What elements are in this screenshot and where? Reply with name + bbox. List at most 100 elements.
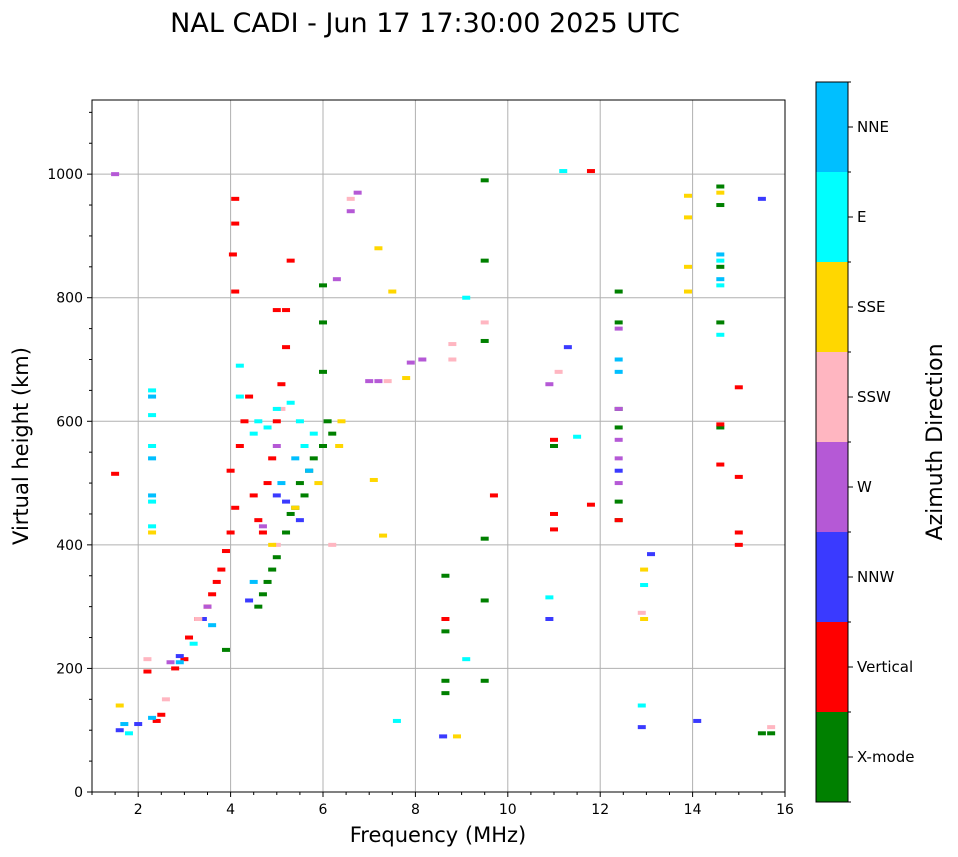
- data-point: [550, 437, 558, 442]
- data-point: [441, 617, 450, 621]
- data-point: [295, 419, 304, 424]
- data-point: [550, 511, 558, 516]
- data-point: [365, 379, 374, 384]
- y-tick-label: 0: [74, 785, 83, 801]
- data-point: [268, 542, 277, 547]
- data-point: [231, 221, 240, 226]
- data-point: [111, 172, 120, 177]
- data-point: [734, 530, 743, 535]
- data-point: [614, 326, 623, 331]
- data-point: [441, 629, 450, 634]
- data-point: [258, 524, 267, 529]
- data-point: [194, 617, 203, 621]
- data-point: [305, 468, 314, 473]
- data-point: [550, 527, 558, 532]
- data-point: [418, 357, 427, 362]
- data-point: [319, 283, 327, 288]
- y-tick-label: 800: [56, 291, 83, 307]
- data-point: [263, 425, 272, 430]
- data-point: [254, 419, 263, 424]
- data-point: [166, 660, 175, 665]
- data-point: [309, 456, 318, 461]
- data-point: [637, 703, 646, 708]
- data-point: [148, 530, 157, 535]
- data-point: [716, 320, 725, 325]
- data-point: [374, 379, 383, 384]
- colorbar-frame: [815, 81, 849, 803]
- data-point: [716, 277, 725, 282]
- data-point: [614, 357, 623, 362]
- data-point: [111, 471, 120, 476]
- data-point: [767, 731, 776, 736]
- data-point: [480, 598, 489, 603]
- data-point: [171, 666, 180, 671]
- data-point: [323, 419, 332, 424]
- data-point: [249, 431, 258, 436]
- data-point: [254, 518, 263, 523]
- data-point: [734, 385, 743, 390]
- data-point: [716, 258, 725, 263]
- data-point: [353, 190, 362, 195]
- data-point: [309, 431, 318, 436]
- x-tick-label: 10: [499, 802, 517, 818]
- data-point: [489, 493, 498, 498]
- data-point: [448, 342, 457, 347]
- data-point: [115, 703, 124, 708]
- data-point: [272, 542, 281, 547]
- data-point: [235, 363, 244, 368]
- data-point: [716, 264, 725, 269]
- colorbar-label: E: [857, 208, 866, 226]
- data-point: [258, 592, 267, 597]
- data-point: [272, 308, 281, 313]
- data-point: [295, 481, 304, 486]
- data-point: [614, 437, 623, 442]
- data-point: [614, 320, 623, 325]
- data-point: [462, 295, 471, 300]
- data-point: [767, 725, 776, 730]
- data-point: [545, 382, 554, 387]
- grid-lines: [92, 100, 785, 792]
- data-point: [337, 419, 346, 424]
- data-point: [286, 400, 295, 405]
- data-point: [379, 533, 388, 538]
- data-point: [573, 434, 582, 439]
- data-point: [286, 258, 295, 263]
- data-point: [272, 555, 281, 560]
- data-point: [441, 678, 450, 683]
- data-point: [757, 196, 766, 201]
- data-point: [208, 592, 217, 597]
- data-point: [614, 499, 623, 504]
- colorbar-label: W: [857, 478, 872, 496]
- data-point: [148, 524, 157, 529]
- data-point: [614, 481, 623, 486]
- data-point: [439, 734, 448, 739]
- data-point: [480, 338, 489, 343]
- data-point: [300, 444, 309, 448]
- azimuth-colorbar: X-mode Vertical NNW W SSW SSE E NNE: [815, 81, 914, 803]
- data-point: [263, 481, 272, 486]
- data-point: [369, 477, 378, 482]
- data-point: [683, 193, 692, 198]
- data-point: [452, 734, 461, 739]
- data-point: [683, 215, 692, 220]
- data-point: [221, 647, 230, 652]
- data-point: [263, 579, 272, 584]
- data-point: [614, 518, 623, 523]
- data-point: [198, 617, 207, 621]
- data-point: [175, 660, 184, 665]
- data-point: [480, 536, 489, 541]
- data-point: [300, 493, 309, 498]
- data-point: [254, 604, 263, 609]
- data-point: [716, 283, 725, 288]
- x-axis-label: Frequency (MHz): [350, 823, 526, 847]
- data-point: [185, 635, 194, 640]
- colorbar-segment-ssw: [816, 352, 848, 442]
- data-point: [203, 604, 212, 609]
- data-point: [328, 431, 337, 436]
- data-point: [319, 320, 327, 325]
- data-point: [180, 657, 189, 662]
- data-point: [235, 444, 244, 448]
- data-point: [231, 196, 240, 201]
- data-point: [286, 511, 295, 516]
- data-point: [319, 444, 327, 448]
